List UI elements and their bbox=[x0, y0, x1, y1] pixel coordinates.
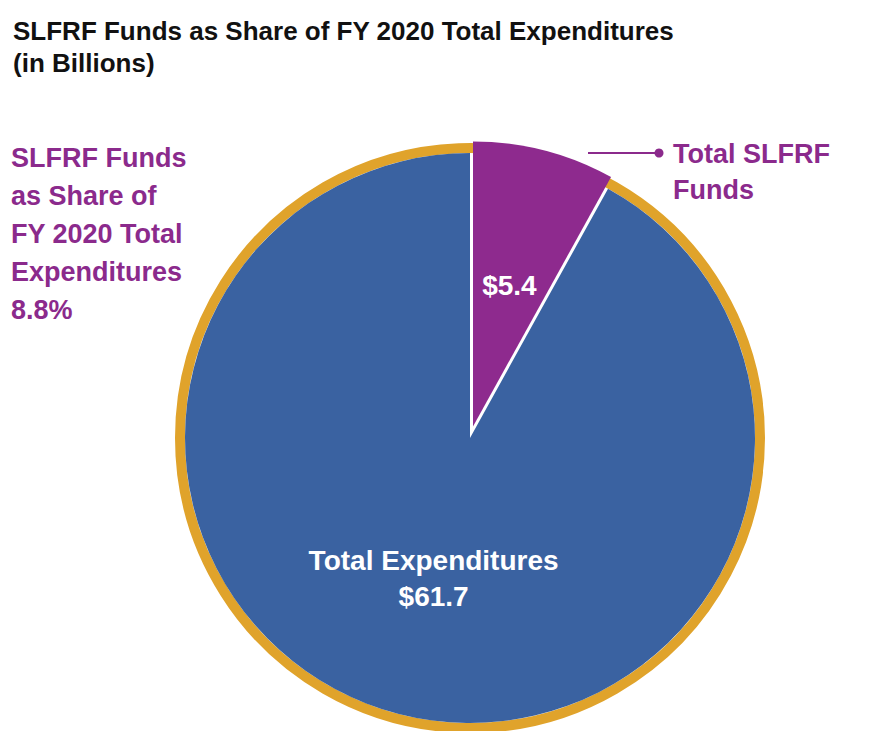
svg-text:Total Expenditures: Total Expenditures bbox=[309, 545, 559, 576]
svg-text:as Share of: as Share of bbox=[11, 181, 158, 211]
svg-text:FY 2020 Total: FY 2020 Total bbox=[11, 219, 183, 249]
svg-text:$5.4: $5.4 bbox=[482, 270, 537, 301]
svg-text:Expenditures: Expenditures bbox=[11, 257, 182, 287]
svg-text:Funds: Funds bbox=[673, 175, 754, 205]
svg-text:8.8%: 8.8% bbox=[11, 295, 73, 325]
svg-text:SLFRF Funds: SLFRF Funds bbox=[11, 143, 186, 173]
svg-text:(in Billions): (in Billions) bbox=[13, 48, 155, 78]
svg-text:$61.7: $61.7 bbox=[399, 581, 469, 612]
svg-text:Total SLFRF: Total SLFRF bbox=[673, 139, 837, 169]
svg-text:SLFRF Funds as Share of FY 202: SLFRF Funds as Share of FY 2020 Total Ex… bbox=[13, 16, 674, 46]
